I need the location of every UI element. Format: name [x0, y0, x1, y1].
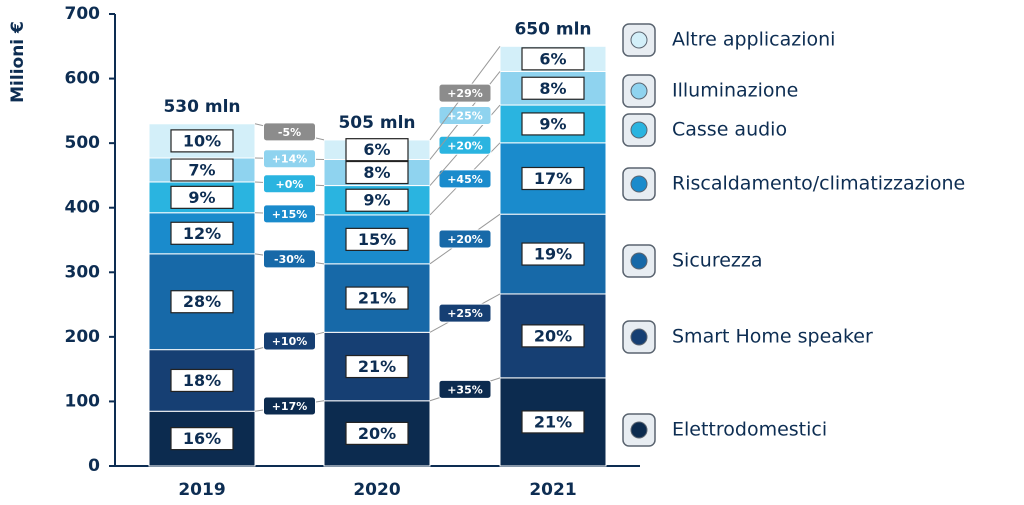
value-label: 8% — [539, 79, 566, 98]
y-axis-label: Milioni € — [8, 21, 28, 103]
legend-icon-detail — [630, 252, 648, 270]
value-label: 19% — [534, 245, 572, 264]
y-tick-label: 300 — [65, 262, 101, 282]
value-label-box — [345, 421, 409, 445]
value-label: 18% — [183, 371, 221, 390]
x-tick-label: 2020 — [353, 480, 400, 500]
total-label: 505 mln — [338, 113, 415, 133]
value-label-box — [521, 47, 585, 71]
legend-icon-detail — [630, 175, 648, 193]
growth-badge — [263, 174, 316, 194]
legend-label: Riscaldamento/climatizzazione — [672, 173, 965, 195]
legend-label: Illuminazione — [672, 80, 798, 102]
growth-label: +35% — [447, 383, 483, 396]
value-label-box — [345, 188, 409, 212]
growth-label: +45% — [447, 173, 483, 186]
value-label: 20% — [534, 326, 572, 345]
growth-label: -30% — [274, 253, 305, 266]
value-label-box — [521, 166, 585, 191]
value-label: 7% — [188, 160, 215, 179]
growth-label: +10% — [272, 335, 308, 348]
legend-label: Altre applicazioni — [672, 29, 835, 51]
value-label: 28% — [183, 292, 221, 311]
legend-icon-detail — [630, 328, 648, 346]
value-label-box — [170, 185, 234, 209]
legend-label: Elettrodomestici — [672, 419, 827, 441]
legend-icon-detail — [630, 82, 648, 100]
growth-badge — [438, 83, 492, 103]
value-label: 9% — [539, 114, 566, 133]
total-label: 650 mln — [514, 19, 591, 39]
growth-label: +25% — [447, 307, 483, 320]
value-label: 6% — [539, 49, 566, 68]
value-label-box — [170, 158, 234, 182]
growth-badge — [438, 303, 492, 323]
value-label-box — [345, 138, 409, 162]
value-label: 15% — [358, 230, 396, 249]
legend-icon-detail — [630, 121, 648, 139]
legend-label: Casse audio — [672, 119, 787, 141]
growth-label: +17% — [272, 400, 308, 413]
value-label: 10% — [183, 131, 221, 150]
y-tick-label: 400 — [65, 198, 101, 218]
value-label-box — [170, 290, 234, 314]
x-tick-label: 2021 — [529, 480, 576, 500]
growth-label: +15% — [272, 208, 308, 221]
value-label: 21% — [534, 412, 572, 431]
value-label-box — [170, 221, 234, 245]
value-label: 21% — [358, 357, 396, 376]
value-label: 17% — [534, 169, 572, 188]
growth-label: +25% — [447, 109, 483, 122]
growth-badge — [438, 379, 492, 399]
growth-badge — [263, 331, 316, 351]
value-label: 16% — [183, 429, 221, 448]
growth-label: +14% — [272, 153, 308, 166]
value-label-box — [170, 368, 234, 393]
growth-badge — [263, 122, 316, 142]
value-label-box — [345, 160, 409, 185]
value-label-box — [345, 286, 409, 310]
y-tick-label: 600 — [65, 69, 101, 89]
value-label-box — [345, 227, 409, 251]
growth-badge — [438, 229, 492, 249]
value-label-box — [170, 129, 234, 153]
value-label: 12% — [183, 224, 221, 243]
value-label: 21% — [358, 289, 396, 308]
growth-badge — [438, 135, 492, 155]
growth-label: -5% — [278, 126, 301, 139]
y-tick-label: 100 — [65, 391, 101, 411]
growth-badge — [263, 249, 316, 269]
value-label: 9% — [363, 191, 390, 210]
growth-badge — [263, 204, 316, 224]
legend-label: Sicurezza — [672, 250, 763, 272]
legend-icon-detail — [630, 421, 648, 439]
growth-badge — [263, 149, 316, 169]
value-label: 6% — [363, 140, 390, 159]
y-tick-label: 200 — [65, 327, 101, 347]
value-label-box — [521, 76, 585, 100]
growth-label: +20% — [447, 233, 483, 246]
y-tick-label: 0 — [88, 456, 100, 476]
value-label-box — [345, 354, 409, 379]
value-label-box — [170, 427, 234, 451]
value-label-box — [521, 112, 585, 136]
legend-icon-detail — [630, 31, 648, 49]
y-tick-label: 700 — [65, 4, 101, 24]
legend-label: Smart Home speaker — [672, 326, 873, 348]
y-tick-label: 500 — [65, 133, 101, 153]
growth-badge — [263, 396, 316, 416]
value-label-box — [521, 324, 585, 348]
value-label: 8% — [363, 163, 390, 182]
growth-badge — [438, 169, 492, 189]
value-label-box — [521, 410, 585, 434]
value-label-box — [521, 242, 585, 266]
growth-label: +0% — [276, 178, 304, 191]
growth-label: +20% — [447, 139, 483, 152]
value-label: 20% — [358, 424, 396, 443]
total-label: 530 mln — [163, 97, 240, 117]
growth-label: +29% — [447, 87, 483, 100]
x-tick-label: 2019 — [178, 480, 225, 500]
value-label: 9% — [188, 188, 215, 207]
